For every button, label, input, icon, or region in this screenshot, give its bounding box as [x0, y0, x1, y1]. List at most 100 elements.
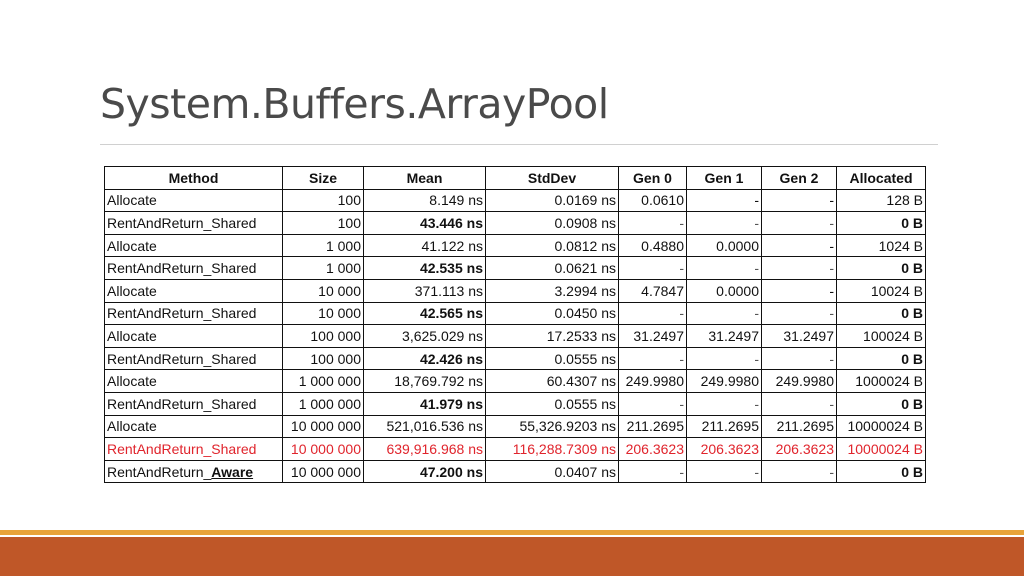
cell-allocated: 10024 B: [836, 278, 926, 303]
header-mean: Mean: [363, 166, 486, 190]
cell-stddev: 116,288.7309 ns: [485, 437, 619, 461]
cell-gen0: -: [618, 301, 687, 326]
cell-stddev: 0.0812 ns: [485, 233, 619, 258]
cell-method: Allocate: [104, 324, 283, 348]
cell-mean: 3,625.029 ns: [363, 324, 486, 348]
cell-gen1: 0.0000: [686, 278, 762, 303]
cell-size: 1 000: [282, 256, 364, 280]
cell-gen1: 249.9980: [686, 369, 762, 393]
cell-stddev: 0.0908 ns: [485, 211, 619, 235]
cell-allocated: 10000024 B: [836, 414, 926, 439]
cell-stddev: 0.0450 ns: [485, 301, 619, 326]
cell-mean: 42.535 ns: [363, 256, 486, 280]
cell-mean: 41.979 ns: [363, 391, 486, 416]
cell-gen0: -: [618, 256, 687, 280]
cell-gen2: -: [761, 346, 837, 371]
cell-mean: 42.565 ns: [363, 301, 486, 326]
cell-stddev: 0.0169 ns: [485, 188, 619, 213]
cell-gen0: 0.4880: [618, 233, 687, 258]
cell-size: 1 000 000: [282, 369, 364, 393]
cell-mean: 521,016.536 ns: [363, 414, 486, 439]
cell-gen2: -: [761, 188, 837, 213]
footer-bar: [0, 537, 1024, 576]
cell-allocated: 0 B: [836, 301, 926, 326]
cell-gen1: -: [686, 459, 762, 484]
method-emphasis: Aware: [211, 463, 254, 480]
cell-allocated: 0 B: [836, 256, 926, 280]
cell-method: RentAndReturn_Shared: [104, 301, 283, 326]
table-row: RentAndReturn_Shared 10 000 000 639,916.96…: [104, 437, 926, 461]
slide-title: System.Buffers.ArrayPool: [100, 80, 609, 128]
cell-allocated: 0 B: [836, 391, 926, 416]
table-row: Allocate 1 000 000 18,769.792 ns 60.4307 ns…: [104, 369, 926, 393]
cell-mean: 18,769.792 ns: [363, 369, 486, 393]
cell-method: Allocate: [104, 233, 283, 258]
table-row: RentAndReturn_Shared 100 43.446 ns 0.0908 n…: [104, 211, 926, 235]
cell-allocated: 100024 B: [836, 324, 926, 348]
cell-size: 1 000: [282, 233, 364, 258]
cell-gen1: -: [686, 211, 762, 235]
cell-method: RentAndReturn_Shared: [104, 211, 283, 235]
cell-gen0: 4.7847: [618, 278, 687, 303]
cell-allocated: 1000024 B: [836, 369, 926, 393]
cell-method: Allocate: [104, 369, 283, 393]
cell-gen0: -: [618, 346, 687, 371]
cell-allocated: 128 B: [836, 188, 926, 213]
header-method: Method: [104, 166, 283, 190]
cell-gen1: 206.3623: [686, 437, 762, 461]
cell-gen1: -: [686, 346, 762, 371]
cell-method: Allocate: [104, 414, 283, 439]
cell-size: 100: [282, 211, 364, 235]
cell-gen1: 31.2497: [686, 324, 762, 348]
cell-gen0: 31.2497: [618, 324, 687, 348]
cell-method: RentAndReturn_Shared: [104, 437, 283, 461]
cell-gen0: -: [618, 211, 687, 235]
cell-method: RentAndReturn_Shared: [104, 256, 283, 280]
cell-gen1: -: [686, 391, 762, 416]
cell-gen0: 206.3623: [618, 437, 687, 461]
table-row: RentAndReturn_Shared 100 000 42.426 ns 0.05…: [104, 346, 926, 371]
cell-stddev: 17.2533 ns: [485, 324, 619, 348]
cell-allocated: 1024 B: [836, 233, 926, 258]
cell-mean: 41.122 ns: [363, 233, 486, 258]
cell-allocated: 0 B: [836, 211, 926, 235]
cell-method: Allocate: [104, 278, 283, 303]
cell-method: RentAndReturn_Shared: [104, 391, 283, 416]
method-label: RentAndReturn_: [107, 463, 212, 480]
table-row: RentAndReturn_Shared 1 000 42.535 ns 0.0621…: [104, 256, 926, 280]
cell-mean: 47.200 ns: [363, 459, 486, 484]
cell-gen1: 0.0000: [686, 233, 762, 258]
header-gen0: Gen 0: [618, 166, 687, 190]
cell-gen2: 31.2497: [761, 324, 837, 348]
header-gen1: Gen 1: [686, 166, 762, 190]
cell-method: Allocate: [104, 188, 283, 213]
cell-method: RentAndReturn_Aware: [104, 459, 283, 484]
cell-size: 10 000: [282, 301, 364, 326]
cell-gen1: 211.2695: [686, 414, 762, 439]
cell-size: 10 000: [282, 278, 364, 303]
title-divider: [100, 144, 938, 145]
cell-stddev: 0.0621 ns: [485, 256, 619, 280]
table-row: RentAndReturn_Shared 10 000 42.565 ns 0.045…: [104, 301, 926, 326]
cell-gen2: -: [761, 278, 837, 303]
cell-mean: 371.113 ns: [363, 278, 486, 303]
cell-mean: 43.446 ns: [363, 211, 486, 235]
table-header-row: Method Size Mean StdDev Gen 0 Gen 1 Gen …: [104, 166, 926, 190]
table-row: Allocate 1 000 41.122 ns 0.0812 ns 0.4880 0.0…: [104, 233, 926, 258]
cell-gen2: -: [761, 391, 837, 416]
footer-accent-line: [0, 530, 1024, 535]
cell-gen2: -: [761, 256, 837, 280]
cell-size: 100 000: [282, 324, 364, 348]
cell-mean: 42.426 ns: [363, 346, 486, 371]
cell-size: 100 000: [282, 346, 364, 371]
cell-method: RentAndReturn_Shared: [104, 346, 283, 371]
cell-gen2: 211.2695: [761, 414, 837, 439]
cell-stddev: 55,326.9203 ns: [485, 414, 619, 439]
cell-stddev: 0.0555 ns: [485, 391, 619, 416]
table-row: Allocate 100 000 3,625.029 ns 17.2533 ns 31.…: [104, 324, 926, 348]
cell-gen2: -: [761, 459, 837, 484]
cell-gen2: -: [761, 301, 837, 326]
cell-stddev: 0.0407 ns: [485, 459, 619, 484]
cell-gen2: 206.3623: [761, 437, 837, 461]
cell-mean: 639,916.968 ns: [363, 437, 486, 461]
